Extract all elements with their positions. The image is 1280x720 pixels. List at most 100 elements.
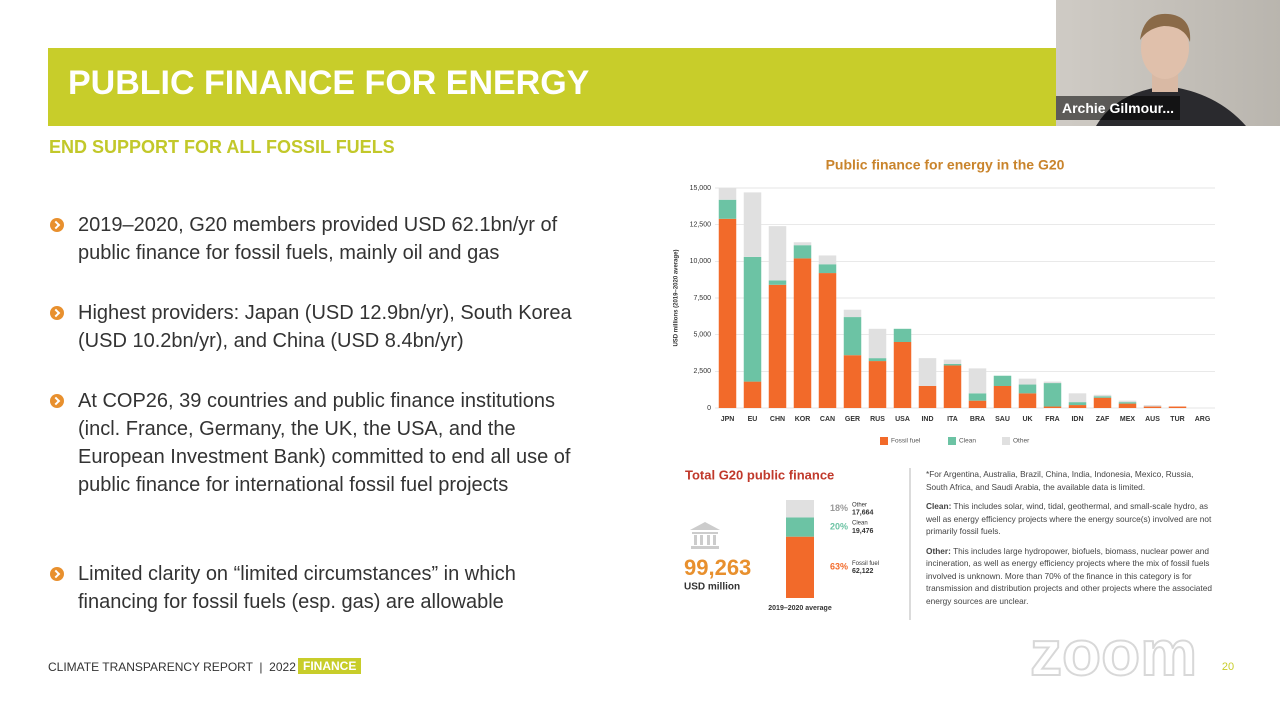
series-name: Fossil fuel (852, 561, 879, 567)
x-tick-label: RUS (870, 416, 885, 423)
bar-segment (793, 242, 812, 246)
bar-segment (1143, 405, 1162, 407)
note-term: Clean: (926, 501, 952, 511)
slide-subtitle: END SUPPORT FOR ALL FOSSIL FUELS (49, 137, 395, 157)
bar-segment (1118, 402, 1137, 404)
bar-segment (743, 256, 762, 382)
bar-segment (768, 280, 787, 285)
x-tick-label: ZAF (1096, 416, 1110, 423)
bar-segment (1118, 403, 1137, 408)
bar-segment (993, 386, 1012, 408)
bar-segment (818, 273, 837, 408)
x-tick-label: ITA (947, 416, 958, 423)
value-label: 62,122 (852, 568, 874, 575)
x-tick-label: MEX (1120, 416, 1136, 423)
x-tick-label: UK (1022, 416, 1032, 423)
bar-segment (768, 226, 787, 281)
title-band (48, 48, 1056, 126)
x-tick-label: IND (921, 416, 933, 423)
bar-segment (868, 358, 887, 362)
bullet: Highest providers: Japan (USD 12.9bn/yr)… (78, 302, 572, 352)
x-tick-label: FRA (1045, 416, 1059, 423)
y-axis-label: USD millions (2019–2020 average) (674, 249, 680, 346)
share-label: 63% (830, 562, 848, 572)
bar-segment (1018, 393, 1037, 408)
page-number: 20 (1222, 661, 1234, 673)
bullet: Limited clarity on “limited circumstance… (78, 563, 516, 613)
x-tick-label: TUR (1170, 416, 1184, 423)
bar-segment (968, 393, 987, 401)
y-tick-label: 15,000 (690, 185, 712, 192)
x-tick-label: USA (895, 416, 910, 423)
participant-name: Archie Gilmour... (1056, 96, 1181, 120)
bar-segment (1068, 405, 1087, 408)
x-tick-label: KOR (795, 416, 811, 423)
bar-segment (843, 317, 862, 356)
zoom-watermark: zoom (1030, 617, 1197, 689)
bar-segment (843, 355, 862, 408)
footer: CLIMATE TRANSPARENCY REPORT | 2022 (48, 660, 296, 674)
bar-segment (786, 517, 814, 537)
bar-segment (786, 500, 814, 518)
bar-segment (718, 188, 737, 200)
share-label: 20% (830, 521, 848, 531)
bar-segment (1143, 406, 1162, 408)
y-tick-label: 5,000 (693, 332, 711, 339)
bar-segment (918, 358, 937, 386)
bar-segment (1043, 383, 1062, 407)
bar-segment (968, 400, 987, 408)
bar-segment (793, 258, 812, 408)
bar-segment (1093, 397, 1112, 408)
bar-segment (818, 255, 837, 265)
bullet: At COP26, 39 countries and public financ… (78, 390, 571, 496)
bar-segment (968, 368, 987, 394)
bar-segment (868, 328, 887, 359)
chart-notes: *For Argentina, Australia, Brazil, China… (926, 468, 1212, 614)
chart-title: Total G20 public finance (685, 467, 834, 482)
y-tick-label: 2,500 (693, 368, 711, 375)
legend-label: Clean (959, 438, 976, 445)
x-tick-label: IDN (1071, 416, 1083, 423)
value-label: 17,664 (852, 510, 874, 517)
chart-title: Public finance for energy in the G20 (826, 157, 1065, 173)
bar-segment (843, 309, 862, 318)
total-value: 99,263 (684, 555, 751, 580)
legend-label: Fossil fuel (891, 438, 921, 445)
bar-segment (818, 264, 837, 274)
bar-segment (1068, 402, 1087, 406)
bar-segment (868, 361, 887, 408)
x-tick-label: CHN (770, 416, 785, 423)
bar-segment (743, 192, 762, 257)
x-tick-label: ARG (1195, 416, 1211, 423)
bullet-icon (50, 306, 64, 320)
bar-segment (1093, 396, 1112, 398)
note-text: This includes large hydropower, biofuels… (926, 545, 1212, 606)
bar-segment (718, 199, 737, 219)
y-tick-label: 7,500 (693, 295, 711, 302)
bar-segment (1043, 381, 1062, 384)
bar-segment (943, 365, 962, 408)
note: Clean: This includes solar, wind, tidal,… (926, 500, 1212, 538)
bar-segment (1093, 394, 1112, 397)
x-tick-label: JPN (721, 416, 735, 423)
value-label: 19,476 (852, 528, 874, 535)
slide-title: PUBLIC FINANCE FOR ENERGY (68, 64, 590, 102)
bullet: 2019–2020, G20 members provided USD 62.1… (78, 214, 558, 264)
y-tick-label: 10,000 (690, 258, 712, 265)
legend-label: Other (1013, 438, 1030, 445)
y-tick-label: 12,500 (690, 222, 712, 229)
legend-swatch (880, 437, 888, 445)
bullet-icon (50, 218, 64, 232)
x-tick-label: GER (845, 416, 860, 423)
bar-segment (1018, 378, 1037, 385)
bar-segment (768, 284, 787, 408)
bar-segment (1018, 384, 1037, 394)
bar-segment (943, 359, 962, 364)
x-tick-label: CAN (820, 416, 835, 423)
x-tick-label: 2019–2020 average (768, 605, 832, 612)
bar-segment (1068, 393, 1087, 403)
bullet-icon (50, 394, 64, 408)
bar-segment (893, 328, 912, 342)
share-label: 18% (830, 503, 848, 513)
